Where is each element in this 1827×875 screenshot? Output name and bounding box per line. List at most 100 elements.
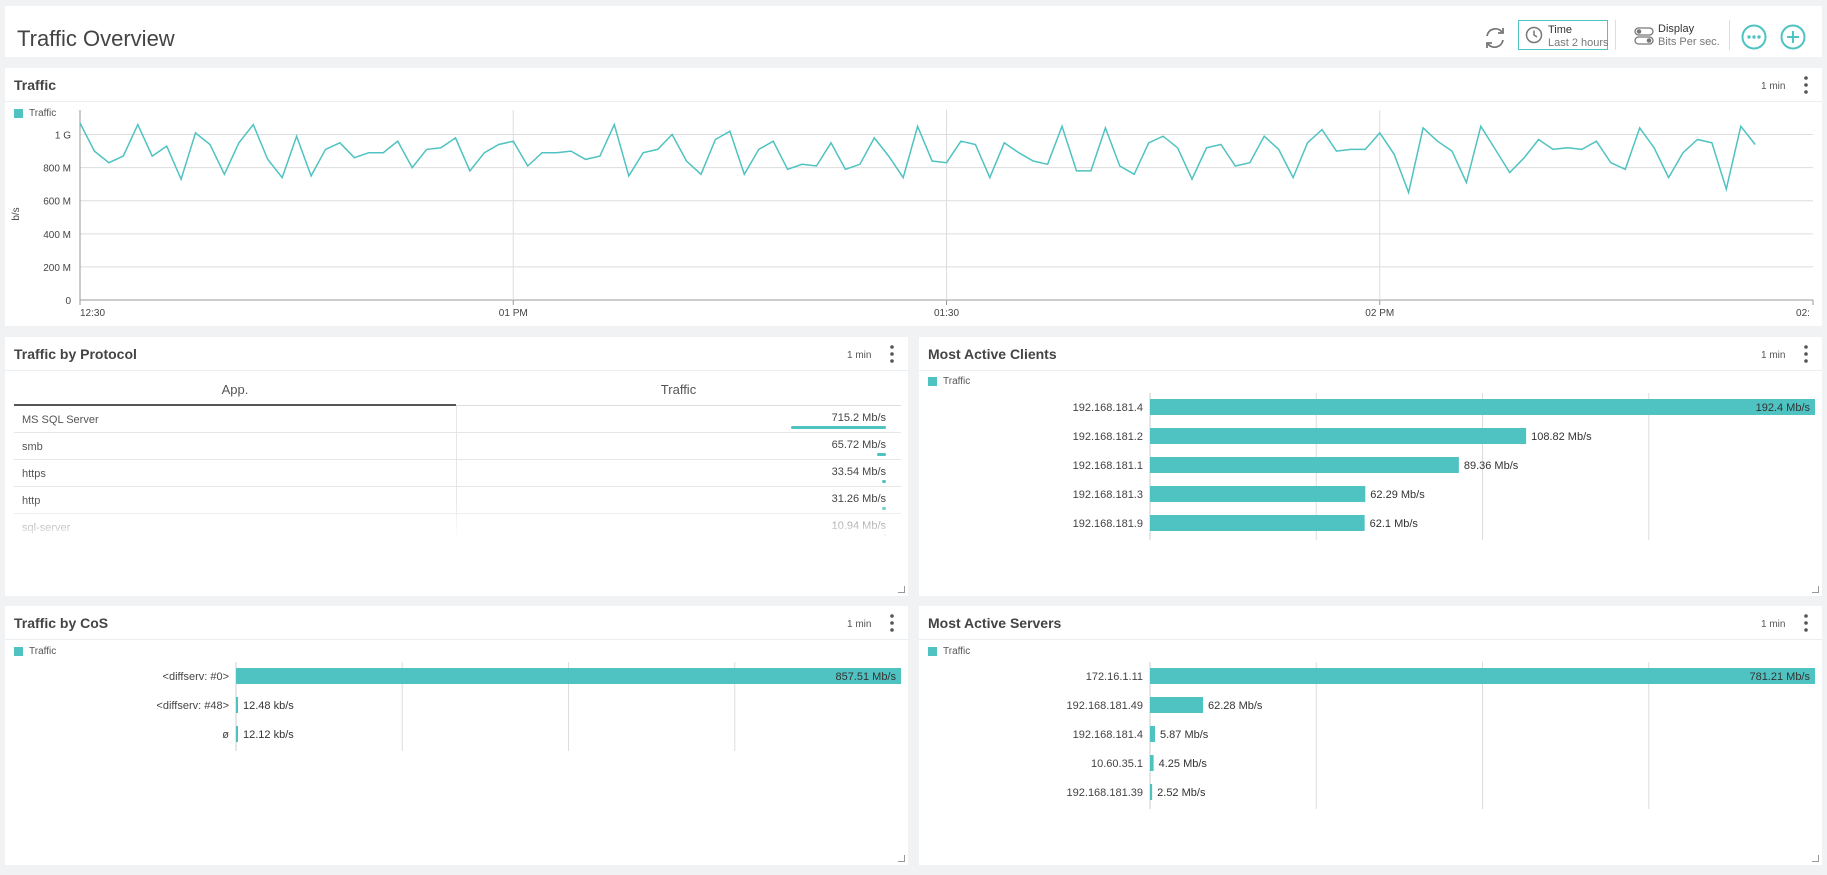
- x-tick-label: 01 PM: [499, 308, 528, 319]
- add-widget-button[interactable]: [1780, 24, 1806, 50]
- legend-label: Traffic: [29, 108, 57, 119]
- column-separator: [456, 406, 457, 433]
- bar[interactable]: [1150, 428, 1527, 444]
- bar[interactable]: [236, 668, 901, 684]
- time-range-selector[interactable]: Time Last 2 hours: [1518, 20, 1609, 50]
- table-row[interactable]: smb 65.72 Mb/s: [14, 433, 901, 460]
- panel-title: Traffic: [14, 77, 57, 93]
- resize-handle[interactable]: [898, 855, 905, 862]
- resize-handle[interactable]: [1812, 586, 1819, 593]
- display-label: Display: [1658, 23, 1695, 35]
- category-label: 192.168.181.4: [1073, 402, 1143, 414]
- traffic-panel: Traffic 1 min Traffic 0 200 M 400 M 600 M 80…: [5, 68, 1822, 326]
- app-name-cell: https: [22, 468, 46, 480]
- bar-value-label: 89.36 Mb/s: [1464, 460, 1519, 472]
- panel-menu-button[interactable]: [1800, 343, 1812, 365]
- bar[interactable]: [1150, 726, 1155, 742]
- x-tick-label: 12:30: [80, 308, 105, 319]
- category-label: 10.60.35.1: [1091, 758, 1143, 770]
- y-tick-label: 800 M: [43, 164, 71, 175]
- resize-handle[interactable]: [1812, 855, 1819, 862]
- bar[interactable]: [236, 726, 238, 742]
- refresh-interval: 1 min: [1761, 81, 1786, 92]
- table-row[interactable]: http 31.26 Mb/s: [14, 487, 901, 514]
- bar-value-label: 62.1 Mb/s: [1370, 518, 1419, 530]
- panel-divider: [919, 370, 1822, 371]
- category-label: 192.168.181.49: [1067, 700, 1143, 712]
- column-header-app[interactable]: App.: [221, 382, 249, 397]
- resize-handle[interactable]: [898, 586, 905, 593]
- traffic-value-cell: 31.26 Mb/s: [831, 493, 886, 505]
- bar-value-label: 781.21 Mb/s: [1749, 671, 1810, 683]
- y-tick-label: 400 M: [43, 230, 71, 241]
- y-tick-label: 0: [65, 296, 71, 307]
- category-label: 192.168.181.4: [1073, 729, 1143, 741]
- legend-label: Traffic: [943, 646, 971, 657]
- category-label: 192.168.181.1: [1073, 460, 1143, 472]
- app-name-cell: MS SQL Server: [22, 414, 99, 426]
- refresh-button[interactable]: [1481, 24, 1509, 52]
- bar[interactable]: [1150, 784, 1153, 800]
- protocol-table: App. Traffic MS SQL Server 715.2 Mb/s smb 6…: [14, 382, 901, 540]
- traffic-bar: [877, 453, 886, 456]
- chart-legend[interactable]: Traffic: [14, 646, 56, 657]
- header-underline: [456, 405, 901, 406]
- active-sort-underline: [14, 404, 456, 406]
- legend-label: Traffic: [29, 646, 57, 657]
- bar[interactable]: [1150, 697, 1204, 713]
- bar[interactable]: [1150, 755, 1154, 771]
- bar[interactable]: [236, 697, 238, 713]
- kebab-menu-icon: [890, 345, 894, 363]
- traffic-line-chart: 0 200 M 400 M 600 M 800 M 1 G b/s 12:30 01 PM 01:…: [11, 110, 1814, 319]
- bar[interactable]: [1150, 399, 1815, 415]
- x-tick-label: 01:30: [934, 308, 959, 319]
- refresh-interval: 1 min: [847, 350, 872, 361]
- panel-menu-button[interactable]: [886, 612, 898, 634]
- category-label: 192.168.181.39: [1067, 787, 1143, 799]
- panel-menu-button[interactable]: [1800, 74, 1812, 96]
- app-name-cell: smb: [22, 441, 43, 453]
- refresh-interval: 1 min: [1761, 350, 1786, 361]
- time-label: Time: [1548, 24, 1573, 36]
- chart-legend[interactable]: Traffic: [928, 376, 970, 387]
- panel-title: Most Active Clients: [928, 346, 1057, 362]
- more-options-button[interactable]: [1741, 24, 1767, 50]
- bar[interactable]: [1150, 668, 1815, 684]
- ellipsis-circle-icon: [1741, 24, 1767, 50]
- panel-menu-button[interactable]: [1800, 612, 1812, 634]
- table-row[interactable]: MS SQL Server 715.2 Mb/s: [14, 406, 901, 433]
- category-label: 192.168.181.9: [1073, 518, 1143, 530]
- panel-divider: [5, 101, 1822, 102]
- y-tick-label: 600 M: [43, 197, 71, 208]
- column-separator: [456, 460, 457, 487]
- traffic-series-line[interactable]: [79, 122, 1756, 196]
- bar-value-label: 62.29 Mb/s: [1370, 489, 1425, 501]
- bar-value-label: 62.28 Mb/s: [1208, 700, 1263, 712]
- category-label: 192.168.181.3: [1073, 489, 1143, 501]
- traffic-value-cell: 715.2 Mb/s: [831, 412, 886, 424]
- y-tick-label: 200 M: [43, 263, 71, 274]
- page-title: Traffic Overview: [17, 26, 175, 51]
- legend-swatch: [928, 377, 937, 386]
- kebab-menu-icon: [1804, 345, 1808, 363]
- panel-title: Most Active Servers: [928, 615, 1062, 631]
- display-value: Bits Per sec.: [1658, 36, 1720, 48]
- bar[interactable]: [1150, 515, 1365, 531]
- refresh-interval: 1 min: [1761, 619, 1786, 630]
- table-row[interactable]: sql-server 10.94 Mb/s: [14, 514, 901, 540]
- chart-legend[interactable]: Traffic: [928, 646, 970, 657]
- column-header-traffic[interactable]: Traffic: [660, 382, 697, 397]
- bar-value-label: 857.51 Mb/s: [835, 671, 896, 683]
- bar-value-label: 108.82 Mb/s: [1531, 431, 1592, 443]
- bar[interactable]: [1150, 486, 1366, 502]
- table-row[interactable]: https 33.54 Mb/s: [14, 460, 901, 487]
- panel-title: Traffic by CoS: [14, 615, 109, 631]
- kebab-menu-icon: [890, 614, 894, 632]
- display-mode-selector[interactable]: Display Bits Per sec.: [1629, 20, 1729, 50]
- panel-divider: [919, 639, 1822, 640]
- bar[interactable]: [1150, 457, 1459, 473]
- refresh-icon: [1486, 28, 1504, 48]
- chart-legend[interactable]: Traffic: [14, 108, 56, 119]
- panel-menu-button[interactable]: [886, 343, 898, 365]
- clock-icon: [1525, 26, 1543, 44]
